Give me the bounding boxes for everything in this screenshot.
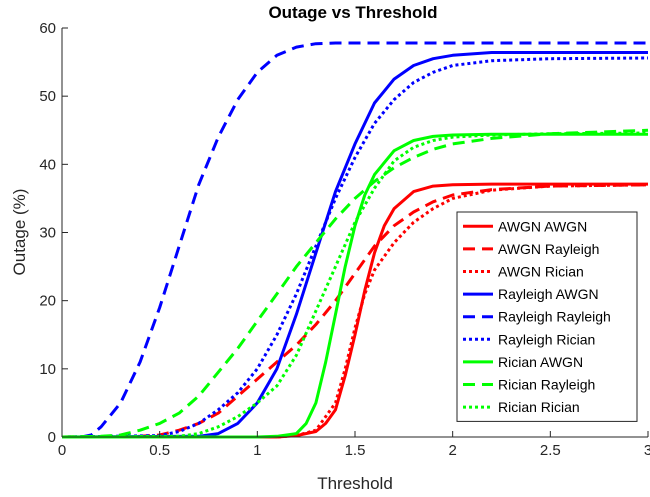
x-tick-label: 0.5: [149, 442, 170, 459]
legend-label: Rayleigh Rician: [498, 331, 595, 347]
y-tick-label: 0: [48, 429, 56, 446]
series-line-rician-rayleigh: [61, 128, 649, 439]
legend-label: Rayleigh Rayleigh: [498, 309, 611, 325]
series-line-rician-rician: [61, 131, 649, 439]
series-line-rayleigh-awgn: [61, 51, 648, 439]
series-line-rician-awgn: [62, 132, 648, 439]
x-tick-label: 0: [58, 442, 66, 459]
series-line-awgn-awgn: [62, 182, 648, 439]
legend-label: AWGN AWGN: [498, 218, 587, 234]
y-tick-label: 10: [39, 361, 56, 378]
y-tick-label: 30: [39, 225, 56, 242]
x-tick-label: 2: [448, 442, 456, 459]
y-tick-label: 20: [39, 293, 56, 310]
y-tick-label: 60: [39, 20, 56, 37]
series-line-awgn-rayleigh: [61, 183, 649, 439]
legend-label: Rayleigh AWGN: [498, 286, 599, 302]
series-line-rayleigh-rayleigh: [62, 41, 648, 439]
legend-label: Rician Rayleigh: [498, 377, 595, 393]
series-layer: [61, 41, 649, 439]
legend-label: Rician Rician: [498, 399, 580, 415]
chart-title: Outage vs Threshold: [268, 3, 437, 22]
y-tick-label: 50: [39, 88, 56, 105]
x-tick-label: 1.5: [345, 442, 366, 459]
x-axis-label: Threshold: [317, 474, 393, 493]
y-tick-label: 40: [39, 156, 56, 173]
legend-label: AWGN Rayleigh: [498, 241, 599, 257]
legend-label: Rician AWGN: [498, 354, 583, 370]
x-tick-label: 1: [253, 442, 261, 459]
x-tick-label: 2.5: [540, 442, 561, 459]
x-tick-label: 3: [644, 442, 650, 459]
y-axis-label: Outage (%): [10, 189, 29, 276]
series-line-awgn-rician: [62, 183, 649, 439]
legend: AWGN AWGN AWGN Rayleigh AWGN Rician Rayleig…: [456, 211, 638, 422]
legend-label: AWGN Rician: [498, 264, 584, 280]
